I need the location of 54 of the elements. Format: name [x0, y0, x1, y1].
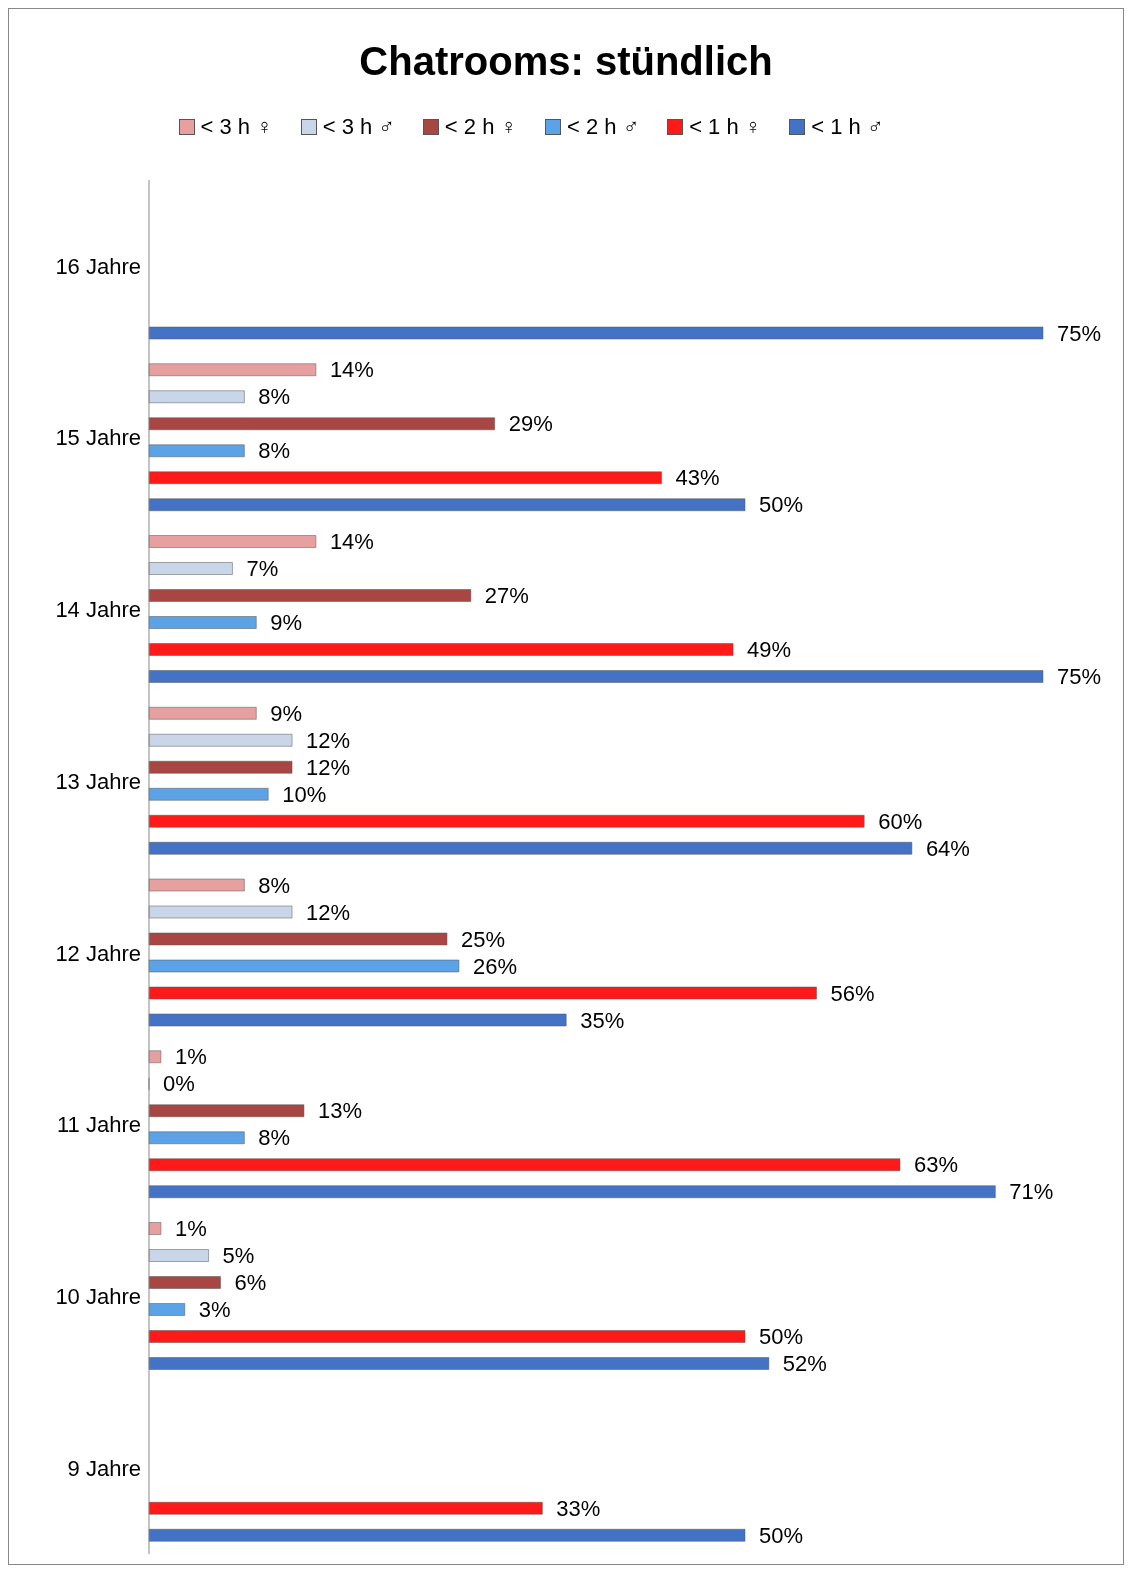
data-label: 56%	[830, 980, 875, 1006]
legend-label: < 2 h ♀	[443, 114, 517, 140]
data-label: 14%	[329, 529, 374, 554]
legend-label: < 2 h ♂	[566, 114, 640, 140]
y-tick-label: 9 Jahre	[67, 1455, 141, 1481]
y-tick-label: 15 Jahre	[55, 425, 141, 451]
data-label: 8%	[258, 384, 291, 410]
data-label: 50%	[759, 1522, 804, 1548]
legend-label: < 3 h ♂	[321, 114, 395, 140]
legend-label: < 1 h ♀	[688, 114, 762, 140]
data-label: 12%	[306, 727, 351, 753]
y-tick-label: 13 Jahre	[55, 768, 141, 794]
data-label: 13%	[317, 1098, 363, 1124]
data-label: 1%	[174, 1216, 207, 1241]
data-label: 29%	[508, 411, 553, 437]
data-label: 33%	[556, 1495, 601, 1521]
data-label: 63%	[913, 1152, 959, 1178]
data-label: 50%	[759, 1324, 804, 1349]
data-label: 8%	[258, 438, 291, 464]
data-label: 75%	[1057, 664, 1102, 689]
data-label: 1%	[174, 1044, 207, 1070]
data-label: 9%	[270, 700, 303, 726]
data-label: 52%	[782, 1351, 827, 1376]
y-tick-label: 14 Jahre	[55, 597, 141, 623]
data-label: 64%	[925, 835, 970, 861]
data-label: 35%	[580, 1007, 625, 1033]
data-label: 12%	[306, 899, 351, 925]
data-label: 75%	[1057, 320, 1102, 346]
data-label: 6%	[234, 1270, 267, 1295]
legend-label: < 3 h ♀	[199, 114, 273, 140]
data-label: 7%	[246, 556, 279, 581]
data-label: 12%	[306, 754, 351, 780]
data-label: 50%	[759, 492, 804, 518]
data-label: 43%	[675, 465, 720, 491]
data-label: 10%	[282, 781, 327, 807]
data-label: 9%	[270, 610, 303, 635]
data-label: 8%	[258, 1125, 291, 1151]
data-label: 60%	[878, 808, 923, 834]
data-label: 49%	[747, 637, 792, 662]
data-label: 26%	[472, 953, 517, 979]
data-label: 71%	[1009, 1179, 1054, 1205]
chart-title: Chatrooms: stündlich	[358, 38, 774, 85]
y-tick-label: 16 Jahre	[55, 253, 141, 279]
data-label: 3%	[198, 1297, 231, 1322]
legend-label: < 1 h ♂	[810, 114, 884, 140]
data-label: 27%	[484, 583, 529, 608]
data-label: 14%	[329, 357, 374, 383]
y-tick-label: 12 Jahre	[55, 940, 141, 966]
y-tick-label: 10 Jahre	[55, 1284, 141, 1310]
data-label: 8%	[258, 872, 291, 898]
y-tick-label: 11 Jahre	[57, 1112, 141, 1138]
data-label: 25%	[461, 926, 506, 952]
data-label: 5%	[222, 1243, 255, 1268]
data-label: 0%	[163, 1071, 195, 1097]
